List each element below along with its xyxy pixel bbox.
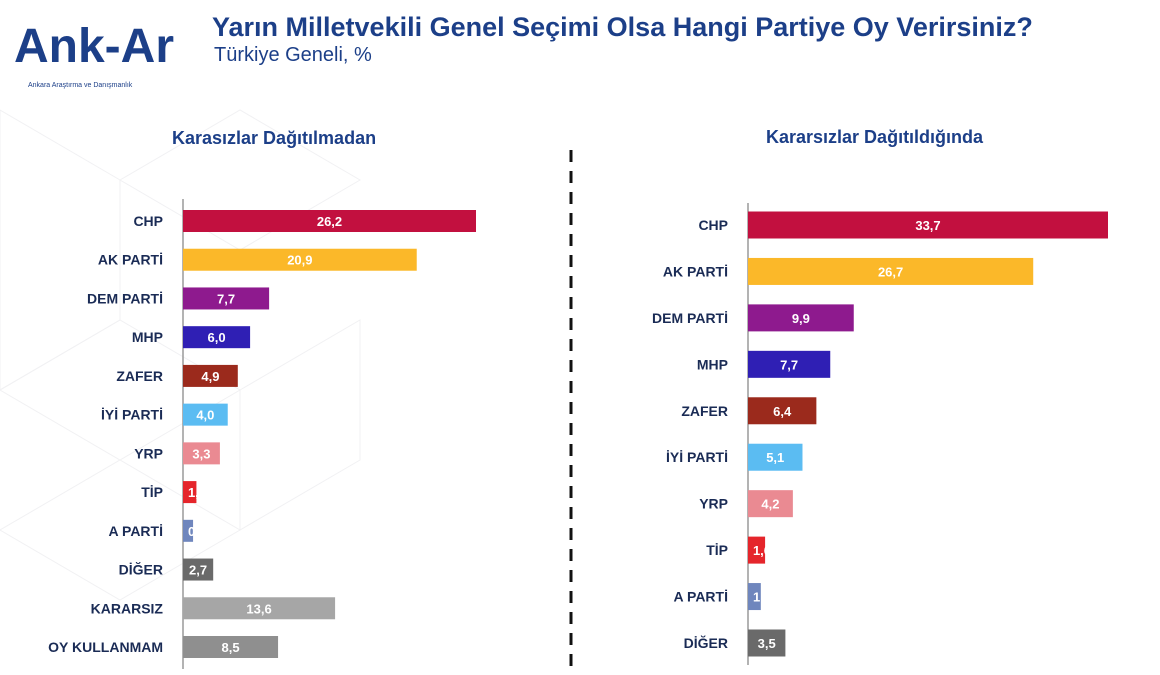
category-label-diger: DİĞER: [684, 634, 728, 651]
category-label-tip: TİP: [141, 484, 163, 500]
value-label-chp: 33,7: [915, 218, 940, 233]
page-subtitle: Türkiye Geneli, %: [214, 44, 372, 66]
bar-chp: [183, 210, 476, 232]
value-label-iyi-parti: 5,1: [766, 450, 784, 465]
value-label-dem-parti: 9,9: [792, 311, 810, 326]
value-label-mhp: 6,0: [208, 330, 226, 345]
page-title: Yarın Milletvekili Genel Seçimi Olsa Han…: [212, 12, 1033, 42]
bar-yrp: [748, 490, 793, 518]
category-label-oy-kullanmam: OY KULLANMAM: [48, 639, 163, 655]
value-label-yrp: 4,2: [761, 497, 779, 512]
value-label-diger: 3,5: [758, 636, 776, 651]
value-label-oy-kullanmam: 8,5: [221, 640, 239, 655]
bar-ak-parti: [748, 257, 1034, 285]
bar-yrp: [183, 442, 220, 465]
value-label-diger: 2,7: [189, 563, 207, 578]
value-label-zafer: 4,9: [201, 369, 219, 384]
bar-dem-parti: [748, 304, 854, 332]
value-label-dem-parti: 7,7: [217, 291, 235, 306]
bar-iyi-parti: [748, 443, 803, 471]
right-chart-title: Kararsızlar Dağıtıldığında: [766, 127, 984, 147]
category-label-diger: DİĞER: [119, 561, 163, 578]
panel-divider: [569, 150, 573, 670]
category-label-dem-parti: DEM PARTİ: [652, 310, 728, 326]
category-label-zafer: ZAFER: [681, 403, 728, 419]
category-label-tip: TİP: [706, 542, 728, 558]
value-label-ak-parti: 20,9: [287, 253, 312, 268]
category-label-kararsiz: KARARSIZ: [91, 600, 164, 616]
category-label-zafer: ZAFER: [116, 368, 163, 384]
bar-iyi-parti: [183, 403, 228, 426]
bar-ak-parti: [183, 248, 417, 271]
bar-zafer: [183, 364, 238, 387]
bar-a-parti: [748, 583, 761, 611]
category-label-iyi-parti: İYİ PARTİ: [666, 449, 728, 465]
value-label-ak-parti: 26,7: [878, 264, 903, 279]
bar-zafer: [748, 397, 817, 425]
bar-a-parti: [183, 519, 194, 542]
category-label-chp: CHP: [698, 217, 728, 233]
category-label-mhp: MHP: [697, 356, 728, 372]
left-bar-chart: CHP 26,2 AK PARTİ 20,9 DEM PARTİ 7,7 MHP 6,0 ZAF…: [48, 199, 476, 669]
value-label-kararsiz: 13,6: [246, 601, 271, 616]
bar-diger: [183, 558, 214, 581]
bar-tip: [183, 481, 197, 504]
value-label-a-parti: 0,9: [188, 524, 206, 539]
bar-dem-parti: [183, 287, 270, 310]
value-label-tip: 1,6: [753, 543, 771, 558]
bar-mhp: [183, 326, 251, 349]
bar-diger: [748, 629, 786, 657]
category-label-a-parti: A PARTİ: [109, 523, 163, 539]
category-label-ak-parti: AK PARTİ: [98, 252, 163, 268]
category-label-iyi-parti: İYİ PARTİ: [101, 407, 163, 423]
logo-text: Ank-Ar: [14, 20, 175, 73]
bar-mhp: [748, 350, 831, 378]
logo-subtitle: Ankara Araştırma ve Danışmanlık: [28, 82, 133, 89]
value-label-a-parti: 1,2: [753, 590, 771, 605]
value-label-chp: 26,2: [317, 214, 342, 229]
value-label-yrp: 3,3: [192, 446, 210, 461]
category-label-ak-parti: AK PARTİ: [663, 263, 728, 279]
bar-tip: [748, 536, 766, 564]
value-label-mhp: 7,7: [780, 357, 798, 372]
category-label-yrp: YRP: [699, 496, 728, 512]
bar-oy-kullanmam: [183, 636, 279, 658]
category-label-chp: CHP: [133, 213, 163, 229]
category-label-yrp: YRP: [134, 445, 163, 461]
value-label-zafer: 6,4: [773, 404, 792, 419]
category-label-dem-parti: DEM PARTİ: [87, 290, 163, 306]
category-label-mhp: MHP: [132, 329, 163, 345]
bar-chp: [748, 211, 1108, 239]
value-label-tip: 1,2: [188, 485, 206, 500]
logo: Ank-Ar Ankara Araştırma ve Danışmanlık: [14, 18, 194, 98]
value-label-iyi-parti: 4,0: [196, 408, 214, 423]
left-chart-title: Karasızlar Dağıtılmadan: [172, 128, 377, 148]
category-label-a-parti: A PARTİ: [674, 589, 728, 605]
bar-kararsiz: [183, 597, 336, 620]
